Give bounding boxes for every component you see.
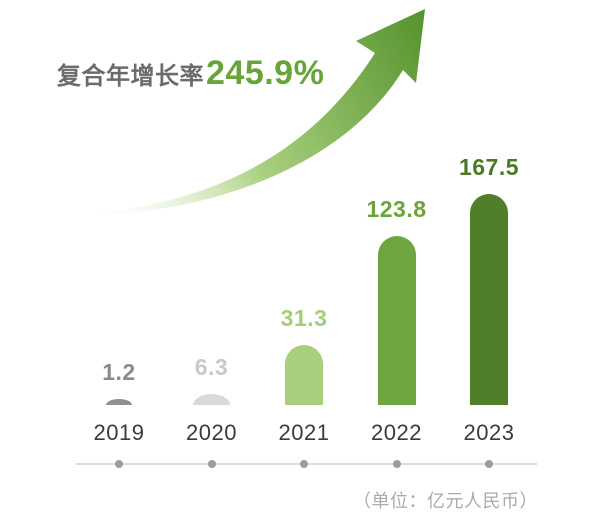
growth-arrow-icon	[76, 9, 425, 216]
bar-column-2020: 6.3	[152, 0, 272, 405]
bar-column-2022: 123.8	[337, 0, 457, 405]
chart-title: 复合年增长率 245.9%	[57, 54, 324, 93]
year-label-2019: 2019	[93, 420, 145, 445]
year-label-2020: 2020	[186, 420, 237, 445]
year-label-2021: 2021	[278, 420, 330, 445]
unit-note: （单位：亿元人民币）	[353, 491, 538, 511]
timeline-dot-2019	[115, 460, 123, 468]
bar-2023	[470, 194, 508, 405]
bar-2021	[285, 345, 323, 405]
value-label-2020: 6.3	[194, 354, 229, 380]
bar-column-2021: 31.3	[244, 0, 364, 405]
bar-2019	[106, 399, 132, 405]
bar-column-2023: 167.5	[429, 0, 549, 405]
bar-column-2019: 1.2	[59, 0, 179, 405]
cagr-value: 245.9%	[206, 54, 325, 92]
timeline-dot-2022	[392, 460, 401, 468]
bar-2020	[193, 394, 230, 405]
value-label-2021: 31.3	[280, 305, 328, 331]
growth-arrow-path	[76, 9, 425, 216]
year-label-2022: 2022	[371, 420, 422, 445]
bar-2022	[377, 236, 416, 405]
timeline-dot-2021	[300, 460, 308, 468]
year-label-2023: 2023	[463, 420, 515, 445]
value-label-2023: 167.5	[458, 154, 520, 180]
value-label-2022: 123.8	[366, 196, 427, 222]
timeline-dot-2020	[207, 460, 216, 468]
timeline-dot-2023	[485, 460, 493, 468]
value-label-2019: 1.2	[102, 359, 136, 385]
cagr-label: 复合年增长率	[57, 63, 204, 90]
